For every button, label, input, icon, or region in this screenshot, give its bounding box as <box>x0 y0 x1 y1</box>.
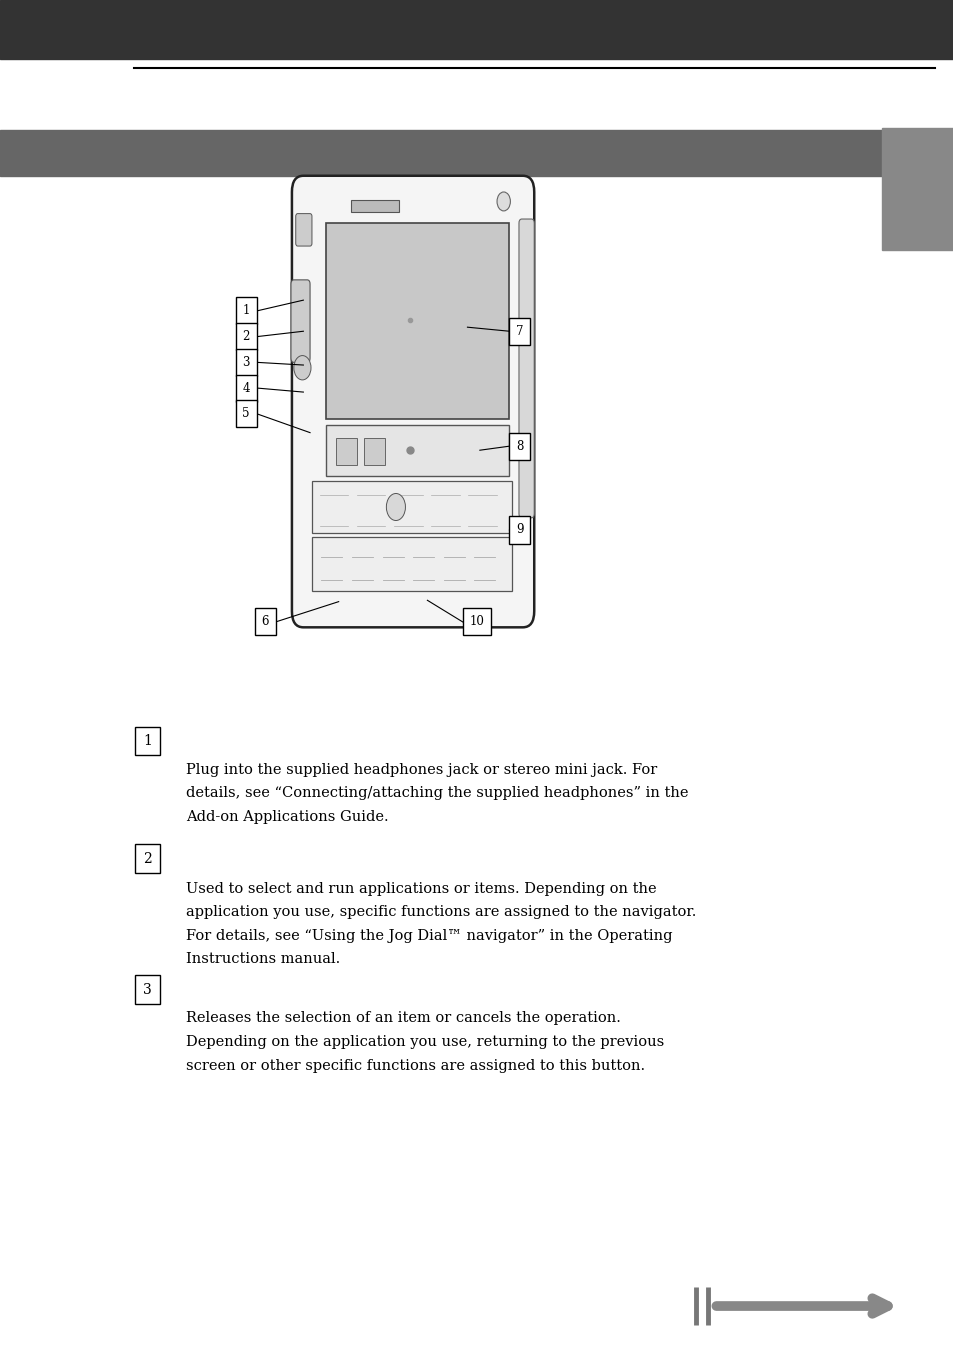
Bar <box>335 438 356 465</box>
Bar <box>235 323 256 350</box>
Bar <box>235 297 256 324</box>
Text: Add-on Applications Guide.: Add-on Applications Guide. <box>186 810 388 823</box>
Text: 1: 1 <box>143 734 152 748</box>
Text: 2: 2 <box>242 330 250 343</box>
Bar <box>462 608 491 635</box>
Text: 3: 3 <box>143 983 152 996</box>
Bar <box>326 223 509 419</box>
Bar <box>0 130 882 176</box>
Text: application you use, specific functions are assigned to the navigator.: application you use, specific functions … <box>186 906 696 919</box>
FancyBboxPatch shape <box>518 219 534 518</box>
Text: 8: 8 <box>516 439 523 453</box>
Bar <box>509 318 530 345</box>
FancyBboxPatch shape <box>291 280 310 362</box>
Bar <box>312 537 512 591</box>
Text: For details, see “Using the Jog Dial™ navigator” in the Operating: For details, see “Using the Jog Dial™ na… <box>186 929 672 942</box>
Circle shape <box>294 356 311 380</box>
Text: Used to select and run applications or items. Depending on the: Used to select and run applications or i… <box>186 882 656 895</box>
Bar <box>235 349 256 376</box>
Text: Depending on the application you use, returning to the previous: Depending on the application you use, re… <box>186 1036 663 1049</box>
Text: 9: 9 <box>516 523 523 537</box>
Bar <box>351 200 398 212</box>
Text: Plug into the supplied headphones jack or stereo mini jack. For: Plug into the supplied headphones jack o… <box>186 763 657 776</box>
FancyBboxPatch shape <box>295 214 312 246</box>
Text: screen or other specific functions are assigned to this button.: screen or other specific functions are a… <box>186 1059 644 1072</box>
Bar <box>509 516 530 544</box>
Bar <box>135 976 160 1003</box>
Bar <box>509 433 530 460</box>
Text: 7: 7 <box>516 324 523 338</box>
Text: Releases the selection of an item or cancels the operation.: Releases the selection of an item or can… <box>186 1011 620 1025</box>
Text: 1: 1 <box>242 304 250 318</box>
Text: 10: 10 <box>469 615 484 629</box>
Bar <box>326 425 509 476</box>
Bar <box>312 481 512 533</box>
Bar <box>0 0 953 59</box>
FancyBboxPatch shape <box>292 176 534 627</box>
Text: 2: 2 <box>143 852 152 865</box>
Text: Instructions manual.: Instructions manual. <box>186 952 340 967</box>
Bar <box>235 400 256 427</box>
Circle shape <box>386 493 405 521</box>
Bar <box>135 727 160 754</box>
Text: 3: 3 <box>242 356 250 369</box>
Bar <box>135 844 160 873</box>
Bar <box>364 438 385 465</box>
Text: 5: 5 <box>242 407 250 420</box>
Circle shape <box>497 192 510 211</box>
Text: 4: 4 <box>242 381 250 395</box>
Bar <box>882 128 953 250</box>
Bar <box>235 375 256 402</box>
Bar <box>254 608 275 635</box>
Text: details, see “Connecting/attaching the supplied headphones” in the: details, see “Connecting/attaching the s… <box>186 787 688 800</box>
Text: 6: 6 <box>261 615 269 629</box>
